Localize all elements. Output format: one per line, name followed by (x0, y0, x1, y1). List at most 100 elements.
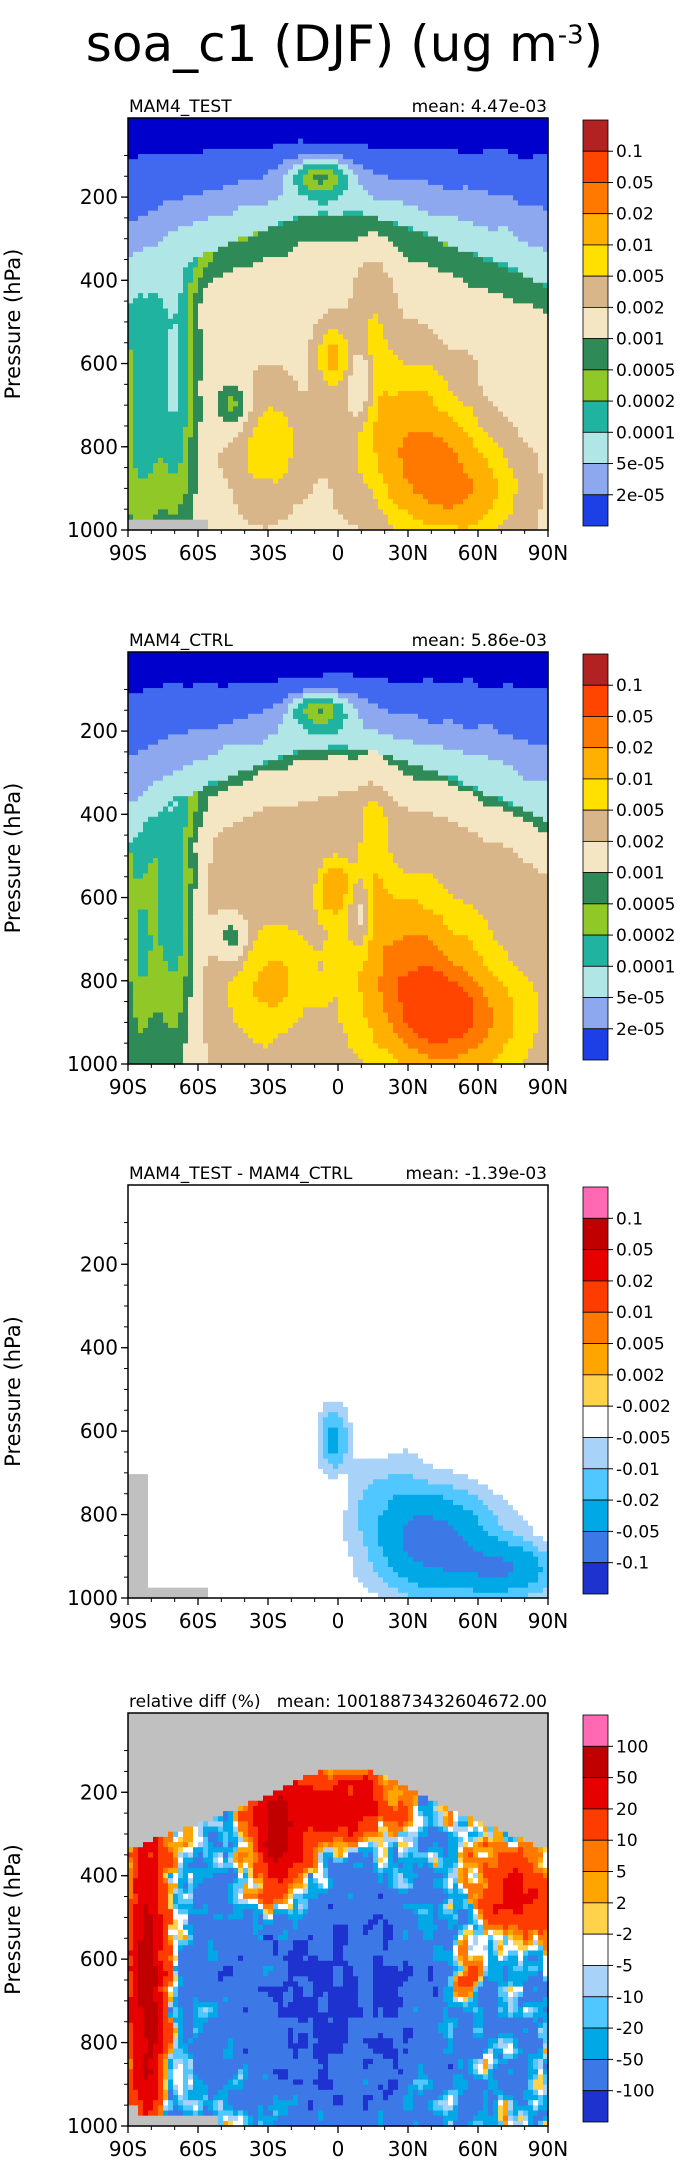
contour-cell (138, 231, 144, 237)
contour-cell (248, 118, 254, 124)
contour-cell (363, 195, 369, 201)
contour-cell (393, 195, 399, 201)
contour-cell (523, 180, 529, 186)
contour-cell (413, 139, 419, 145)
contour-cell (148, 164, 154, 170)
contour-cell (298, 164, 304, 170)
contour-cell (213, 216, 219, 222)
contour-cell (333, 226, 339, 232)
contour-cell (298, 226, 304, 232)
contour-cell (348, 170, 354, 176)
contour-cell (298, 139, 304, 145)
contour-cell (468, 221, 474, 227)
contour-cell (378, 154, 384, 160)
contour-cell (358, 170, 364, 176)
contour-cell (168, 211, 174, 217)
contour-cell (453, 128, 459, 134)
contour-cell (198, 190, 204, 196)
contour-cell (483, 170, 489, 176)
contour-cell (133, 185, 139, 191)
contour-cell (223, 180, 229, 186)
contour-cell (408, 128, 414, 134)
contour-cell (398, 195, 404, 201)
contour-cell (233, 180, 239, 186)
contour-cell (338, 195, 344, 201)
contour-cell (303, 139, 309, 145)
contour-cell (153, 231, 159, 237)
contour-cell (443, 139, 449, 145)
contour-cell (353, 170, 359, 176)
contour-cell (513, 185, 519, 191)
contour-cell (218, 123, 224, 129)
contour-cell (303, 144, 309, 150)
contour-cell (343, 128, 349, 134)
contour-cell (443, 154, 449, 160)
contour-cell (388, 123, 394, 129)
contour-cell (273, 139, 279, 145)
contour-cell (183, 200, 189, 206)
contour-cell (143, 154, 149, 160)
contour-cell (458, 149, 464, 155)
contour-cell (253, 159, 259, 165)
contour-cell (218, 185, 224, 191)
contour-cell (533, 226, 539, 232)
contour-cell (363, 154, 369, 160)
contour-cell (463, 118, 469, 124)
contour-cell (148, 185, 154, 191)
contour-cell (153, 211, 159, 217)
contour-cell (513, 139, 519, 145)
contour-cell (323, 170, 329, 176)
contour-cell (408, 226, 414, 232)
contour-cell (528, 200, 534, 206)
panel-subtitle-left: MAM4_TEST (129, 97, 232, 117)
contour-cell (523, 206, 529, 212)
contour-cell (238, 180, 244, 186)
contour-cell (463, 170, 469, 176)
contour-cell (433, 185, 439, 191)
contour-cell (443, 190, 449, 196)
contour-cell (288, 144, 294, 150)
contour-cell (128, 226, 134, 232)
contour-cell (363, 139, 369, 145)
contour-cell (183, 133, 189, 139)
contour-cell (483, 175, 489, 181)
contour-cell (343, 221, 349, 227)
contour-cell (163, 226, 169, 232)
contour-cell (348, 118, 354, 124)
contour-cell (443, 226, 449, 232)
contour-cell (298, 159, 304, 165)
contour-cell (278, 170, 284, 176)
contour-cell (258, 200, 264, 206)
contour-cell (428, 175, 434, 181)
contour-cell (533, 211, 539, 217)
contour-cell (398, 149, 404, 155)
contour-cell (218, 180, 224, 186)
contour-cell (218, 221, 224, 227)
contour-cell (453, 221, 459, 227)
contour-cell (323, 221, 329, 227)
contour-cell (238, 175, 244, 181)
contour-cell (418, 221, 424, 227)
contour-cell (198, 164, 204, 170)
contour-cell (168, 206, 174, 212)
contour-cell (158, 190, 164, 196)
contour-cell (243, 211, 249, 217)
contour-cell (468, 144, 474, 150)
contour-cell (173, 175, 179, 181)
contour-cell (193, 159, 199, 165)
contour-cell (348, 149, 354, 155)
contour-cell (488, 211, 494, 217)
contour-cell (228, 159, 234, 165)
contour-cell (383, 195, 389, 201)
contour-cell (368, 221, 374, 227)
contour-cell (263, 164, 269, 170)
contour-cell (458, 133, 464, 139)
contour-cell (288, 139, 294, 145)
contour-cell (138, 206, 144, 212)
contour-cell (383, 211, 389, 217)
contour-cell (513, 123, 519, 129)
contour-cell (273, 180, 279, 186)
contour-cell (523, 128, 529, 134)
contour-cell (173, 159, 179, 165)
contour-cell (513, 149, 519, 155)
